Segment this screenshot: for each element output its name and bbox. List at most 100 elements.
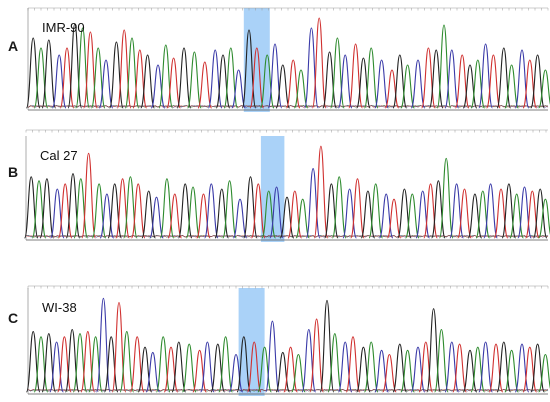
peak-cytosine [305, 168, 321, 239]
peak-cytosine [228, 353, 244, 393]
peak-cytosine [51, 54, 67, 109]
peak-guanine [319, 299, 335, 393]
highlighted-base-region [260, 136, 285, 242]
peak-thymine [163, 346, 179, 393]
peak-cytosine [50, 188, 65, 239]
peak-guanine [360, 190, 376, 239]
peak-cytosine [200, 341, 215, 393]
peak-cytosine [301, 328, 317, 393]
peak-adenine [119, 331, 135, 393]
peak-guanine [428, 49, 444, 109]
peak-adenine [88, 336, 103, 393]
peak-adenine [257, 346, 272, 393]
base-position-ruler [27, 285, 549, 289]
peak-guanine [109, 41, 124, 109]
peak-thymine [116, 29, 132, 109]
peak-adenine [159, 178, 175, 239]
peak-guanine [462, 64, 478, 109]
peak-cytosine [514, 343, 530, 393]
peak-cytosine [337, 341, 353, 393]
peak-adenine [123, 176, 138, 239]
peak-thymine [129, 336, 145, 393]
peak-cytosine [478, 43, 493, 109]
peak-thymine [454, 54, 470, 109]
peak-thymine [111, 301, 127, 393]
peak-thymine [167, 193, 183, 239]
peak-adenine [72, 333, 88, 393]
peak-thymine [59, 47, 75, 109]
peak-guanine [141, 190, 156, 239]
peak-guanine [322, 51, 337, 109]
peak-cytosine [99, 193, 115, 239]
peak-cytosine [483, 183, 498, 239]
peak-guanine [467, 193, 483, 239]
peak-cytosine [337, 54, 353, 109]
chromatogram-panel-b: Cal 27 [23, 129, 550, 242]
chromatogram-panel-a: IMR-90 [25, 7, 550, 112]
peak-thymine [313, 145, 329, 239]
peak-guanine [177, 183, 193, 239]
peak-adenine [363, 47, 379, 109]
sample-label: WI-38 [42, 300, 77, 315]
peak-adenine [31, 180, 47, 239]
peak-thymine [250, 183, 266, 239]
peak-guanine [279, 196, 295, 239]
peak-guanine [532, 188, 548, 239]
noise-trace-thymine [25, 235, 549, 238]
peak-thymine [493, 188, 509, 239]
peak-guanine [275, 351, 291, 393]
peak-thymine [197, 61, 213, 109]
peak-cytosine [410, 59, 426, 109]
peak-guanine [397, 188, 412, 239]
peak-adenine [218, 336, 233, 393]
peak-cytosine [207, 49, 223, 109]
peak-cytosine [145, 351, 161, 393]
peak-adenine [187, 51, 202, 109]
peak-cytosine [374, 59, 389, 109]
peak-cytosine [231, 69, 246, 109]
peak-thymine [311, 17, 327, 109]
base-position-ruler [27, 7, 549, 11]
peak-guanine [39, 178, 55, 239]
peak-guanine [140, 54, 155, 109]
panel-letter-c: C [8, 310, 19, 326]
peak-thymine [57, 336, 72, 393]
base-position-ruler [25, 129, 548, 133]
peak-cytosine [149, 196, 164, 239]
peak-adenine [261, 190, 277, 239]
peak-thymine [384, 69, 400, 109]
peak-guanine [496, 341, 512, 393]
peak-thymine [196, 193, 211, 239]
peak-guanine [324, 183, 339, 239]
peak-adenine [75, 27, 90, 109]
peak-guanine [41, 39, 57, 109]
peak-adenine [33, 47, 49, 109]
peak-adenine [470, 59, 486, 109]
peak-guanine [496, 47, 512, 109]
peak-thymine [350, 178, 365, 239]
peak-thymine [345, 336, 361, 393]
peak-guanine [41, 333, 57, 393]
peak-thymine [130, 183, 146, 239]
peak-thymine [421, 47, 436, 109]
panel-letter-a: A [8, 38, 19, 54]
peak-cytosine [374, 349, 389, 393]
peak-adenine [436, 24, 452, 109]
peak-guanine [431, 180, 446, 239]
peak-thymine [525, 190, 540, 239]
peak-thymine [486, 54, 501, 109]
peak-thymine [488, 343, 504, 393]
peak-adenine [475, 190, 491, 239]
peak-adenine [504, 64, 519, 109]
peak-cytosine [96, 297, 111, 393]
peak-guanine [171, 341, 187, 393]
peak-cytosine [378, 193, 394, 239]
peak-guanine [103, 336, 119, 393]
peak-guanine [23, 176, 39, 239]
peak-cytosine [514, 49, 530, 109]
peak-thymine [132, 49, 148, 109]
highlighted-base-region [243, 8, 270, 112]
peak-adenine [222, 180, 237, 239]
peak-adenine [158, 44, 174, 109]
peak-guanine [107, 183, 123, 239]
